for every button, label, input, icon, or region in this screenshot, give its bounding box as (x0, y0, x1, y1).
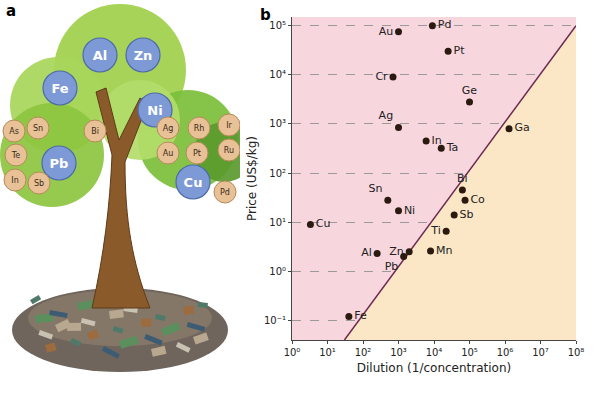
svg-text:Sn: Sn (368, 182, 382, 195)
svg-text:10²: 10² (355, 347, 372, 358)
svg-text:Ta: Ta (446, 141, 459, 154)
svg-text:10³: 10³ (269, 118, 286, 129)
svg-text:Ga: Ga (514, 121, 529, 134)
svg-text:10¹: 10¹ (319, 347, 336, 358)
svg-text:Pt: Pt (454, 44, 466, 57)
svg-text:Ag: Ag (379, 109, 394, 122)
svg-text:10⁷: 10⁷ (532, 347, 549, 358)
svg-text:Al: Al (361, 246, 372, 259)
svg-text:10⁰: 10⁰ (269, 266, 286, 277)
svg-text:Price (US$/kg): Price (US$/kg) (245, 136, 259, 221)
svg-text:Pd: Pd (220, 188, 230, 197)
svg-text:Bi: Bi (457, 172, 468, 185)
svg-text:Zn: Zn (134, 48, 153, 63)
svg-text:10⁴: 10⁴ (269, 69, 286, 80)
svg-text:Cu: Cu (184, 175, 203, 190)
svg-text:Ti: Ti (430, 224, 440, 237)
svg-text:Sb: Sb (34, 179, 44, 188)
svg-text:Rh: Rh (194, 124, 205, 133)
svg-text:10⁰: 10⁰ (284, 347, 301, 358)
svg-text:10⁵: 10⁵ (269, 20, 286, 31)
svg-text:10⁵: 10⁵ (461, 347, 478, 358)
svg-text:Dilution (1/concentration): Dilution (1/concentration) (357, 361, 511, 375)
svg-text:Zn: Zn (389, 245, 404, 258)
svg-text:Ag: Ag (163, 124, 174, 133)
svg-text:10⁶: 10⁶ (497, 347, 514, 358)
svg-text:In: In (431, 134, 441, 147)
svg-text:Ni: Ni (404, 204, 415, 217)
svg-text:b: b (260, 6, 271, 24)
svg-text:In: In (11, 176, 18, 185)
svg-text:a: a (6, 2, 16, 20)
svg-text:10⁴: 10⁴ (426, 347, 443, 358)
svg-text:Te: Te (11, 151, 21, 160)
svg-text:Fe: Fe (51, 81, 68, 96)
svg-text:Pd: Pd (438, 18, 452, 31)
svg-text:10¹: 10¹ (269, 217, 286, 228)
svg-text:10⁻¹: 10⁻¹ (264, 315, 286, 326)
svg-text:Cr: Cr (375, 70, 388, 83)
svg-text:Fe: Fe (354, 309, 367, 322)
svg-text:10²: 10² (269, 168, 286, 179)
svg-text:Sb: Sb (460, 208, 474, 221)
svg-text:10⁸: 10⁸ (568, 347, 585, 358)
svg-text:Au: Au (163, 149, 174, 158)
svg-text:10³: 10³ (390, 347, 407, 358)
svg-text:As: As (9, 127, 19, 136)
svg-text:Pt: Pt (193, 149, 201, 158)
svg-text:Bi: Bi (91, 127, 99, 136)
svg-text:Mn: Mn (436, 244, 452, 257)
svg-text:Ni: Ni (147, 103, 162, 118)
svg-text:Ir: Ir (226, 121, 232, 130)
svg-text:Al: Al (93, 48, 108, 63)
svg-text:Sn: Sn (33, 124, 43, 133)
svg-text:Cu: Cu (316, 217, 331, 230)
svg-text:Au: Au (379, 25, 394, 38)
svg-text:Co: Co (470, 193, 485, 206)
svg-text:Ru: Ru (224, 146, 234, 155)
svg-text:Pb: Pb (50, 156, 69, 171)
svg-text:Ge: Ge (462, 84, 478, 97)
svg-text:Pb: Pb (385, 260, 399, 273)
